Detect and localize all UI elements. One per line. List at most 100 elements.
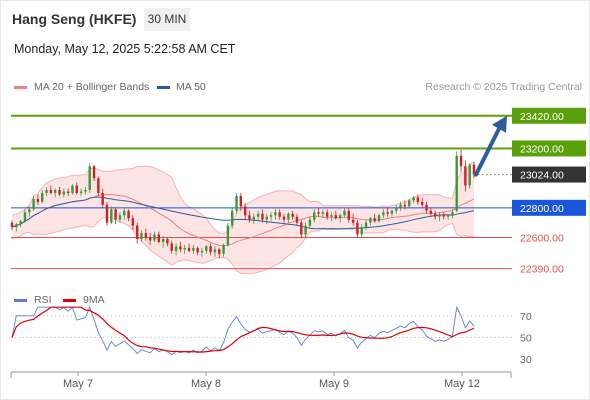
candle-body <box>300 222 303 235</box>
candle-body <box>317 212 320 214</box>
candle-body <box>166 238 169 244</box>
candle-body <box>321 212 325 214</box>
candle-body <box>92 166 96 179</box>
rsi-tick-label: 70 <box>520 311 532 323</box>
candle-body <box>338 215 342 219</box>
candle-body <box>265 216 268 220</box>
candle-body <box>148 237 152 241</box>
candle-body <box>369 218 372 223</box>
candle-body <box>114 209 117 220</box>
rsi-line <box>11 305 475 356</box>
candle-body <box>19 221 22 225</box>
candle-body <box>408 200 411 207</box>
candle-body <box>287 213 290 220</box>
candle-body <box>231 210 234 226</box>
candle-body <box>45 190 48 193</box>
candle-body <box>343 210 346 216</box>
candle-body <box>213 249 217 253</box>
level-label-resistance: 23200.00 <box>520 143 564 155</box>
bollinger-lower <box>11 216 475 275</box>
candle-body <box>390 210 394 214</box>
candle-body <box>459 155 463 167</box>
candle-body <box>53 190 57 193</box>
instrument-title: Hang Seng (HKFE) <box>12 11 137 27</box>
level-label-support: 22600.00 <box>520 233 564 245</box>
candle-body <box>127 210 130 219</box>
candle-body <box>49 190 53 193</box>
candle-body <box>399 204 402 208</box>
candle-body <box>313 212 316 220</box>
candle-body <box>356 222 359 235</box>
candle-body <box>222 244 225 254</box>
candle-body <box>438 215 441 217</box>
candle-body <box>364 222 368 228</box>
candle-body <box>144 233 148 238</box>
candle-body <box>446 215 450 217</box>
candle-body <box>23 212 27 222</box>
credit-text: Research © 2025 Trading Central <box>425 81 582 93</box>
candle-body <box>347 210 350 220</box>
candle-body <box>429 210 433 214</box>
timeframe-badge[interactable]: 30 MIN <box>144 8 190 31</box>
candle-body <box>304 225 307 235</box>
candle-body <box>75 185 78 193</box>
candle-body <box>464 166 467 186</box>
candle-body <box>261 213 264 220</box>
candle-body <box>377 215 381 222</box>
candle-body <box>235 195 238 211</box>
level-label-resistance: 23420.00 <box>520 111 564 123</box>
candle-body <box>183 247 186 250</box>
candle-body <box>282 216 286 220</box>
candle-body <box>209 246 212 253</box>
bollinger-legend-swatch <box>14 86 27 89</box>
x-tick-label: May 9 <box>319 378 349 390</box>
forecast-arrow-head <box>492 115 507 133</box>
candle-body <box>170 243 173 251</box>
ma50-line <box>11 196 475 230</box>
header: Hang Seng (HKFE) 30 MIN <box>1 1 589 37</box>
level-label-pivot: 22800.00 <box>520 203 564 215</box>
candle-body <box>200 250 204 253</box>
candle-body <box>32 198 35 210</box>
candle-body <box>278 212 281 217</box>
candle-body <box>84 190 87 192</box>
candle-body <box>360 227 363 235</box>
candle-body <box>412 197 415 201</box>
ma50-legend-swatch <box>157 86 170 89</box>
candle-body <box>468 164 471 186</box>
bollinger-band-fill <box>12 161 474 274</box>
candle-body <box>334 215 338 219</box>
x-tick-label: May 8 <box>191 378 221 390</box>
candle-body <box>403 204 407 207</box>
candle-body <box>88 166 91 190</box>
candle-body <box>395 207 398 211</box>
candle-body <box>351 219 355 223</box>
rsi-legend-label: RSI <box>34 294 52 306</box>
candle-body <box>105 204 109 223</box>
candle-body <box>161 238 165 242</box>
candle-body <box>15 224 18 228</box>
candle-body <box>386 212 389 214</box>
candle-body <box>153 234 156 241</box>
candle-body <box>382 212 385 216</box>
candle-body <box>71 185 74 193</box>
level-label-box <box>512 107 586 124</box>
candle-body <box>308 219 312 226</box>
candle-body <box>239 195 243 207</box>
candle-body <box>330 215 333 217</box>
candle-body <box>179 246 182 250</box>
rsi-ma-legend-swatch <box>63 299 76 302</box>
candle-body <box>373 218 376 222</box>
candle-body <box>187 247 191 251</box>
candle-body <box>28 209 31 213</box>
candle-body <box>274 212 277 216</box>
rsi-legend-swatch <box>14 299 27 302</box>
candle-body <box>226 225 230 245</box>
timestamp: Monday, May 12, 2025 5:22:58 AM CET <box>14 42 236 56</box>
candle-body <box>295 216 299 223</box>
candle-body <box>131 218 135 226</box>
candle-body <box>10 222 14 228</box>
candle-body <box>472 164 476 175</box>
candle-body <box>136 225 139 239</box>
candle-body <box>118 215 122 220</box>
